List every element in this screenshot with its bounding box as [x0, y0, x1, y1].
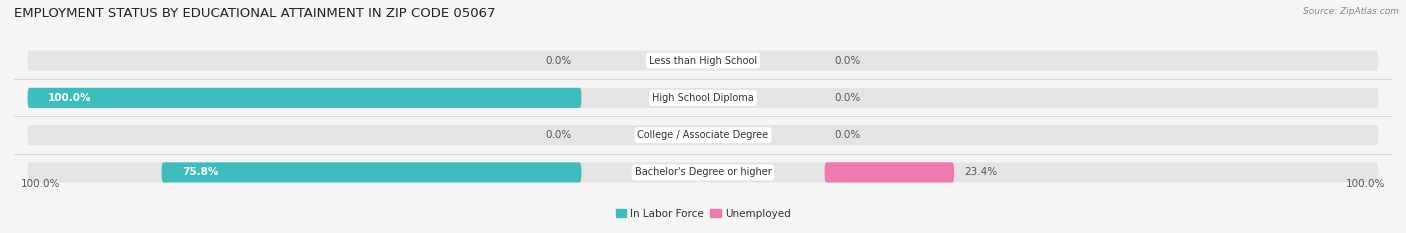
- Text: Source: ZipAtlas.com: Source: ZipAtlas.com: [1303, 7, 1399, 16]
- Text: 75.8%: 75.8%: [181, 168, 218, 177]
- FancyBboxPatch shape: [28, 51, 1378, 71]
- Text: Less than High School: Less than High School: [650, 56, 756, 65]
- FancyBboxPatch shape: [162, 162, 582, 182]
- FancyBboxPatch shape: [28, 125, 1378, 145]
- Text: 100.0%: 100.0%: [1346, 179, 1385, 189]
- FancyBboxPatch shape: [28, 88, 1378, 108]
- Text: High School Diploma: High School Diploma: [652, 93, 754, 103]
- Text: College / Associate Degree: College / Associate Degree: [637, 130, 769, 140]
- Text: 0.0%: 0.0%: [835, 93, 860, 103]
- Legend: In Labor Force, Unemployed: In Labor Force, Unemployed: [612, 205, 794, 223]
- Text: 0.0%: 0.0%: [835, 56, 860, 65]
- Text: 23.4%: 23.4%: [965, 168, 997, 177]
- Text: 0.0%: 0.0%: [546, 56, 571, 65]
- FancyBboxPatch shape: [824, 162, 955, 182]
- FancyBboxPatch shape: [28, 162, 1378, 182]
- Text: 0.0%: 0.0%: [835, 130, 860, 140]
- Text: 100.0%: 100.0%: [48, 93, 91, 103]
- Text: Bachelor's Degree or higher: Bachelor's Degree or higher: [634, 168, 772, 177]
- Text: 100.0%: 100.0%: [21, 179, 60, 189]
- FancyBboxPatch shape: [28, 88, 582, 108]
- Text: 0.0%: 0.0%: [546, 130, 571, 140]
- Text: EMPLOYMENT STATUS BY EDUCATIONAL ATTAINMENT IN ZIP CODE 05067: EMPLOYMENT STATUS BY EDUCATIONAL ATTAINM…: [14, 7, 495, 20]
